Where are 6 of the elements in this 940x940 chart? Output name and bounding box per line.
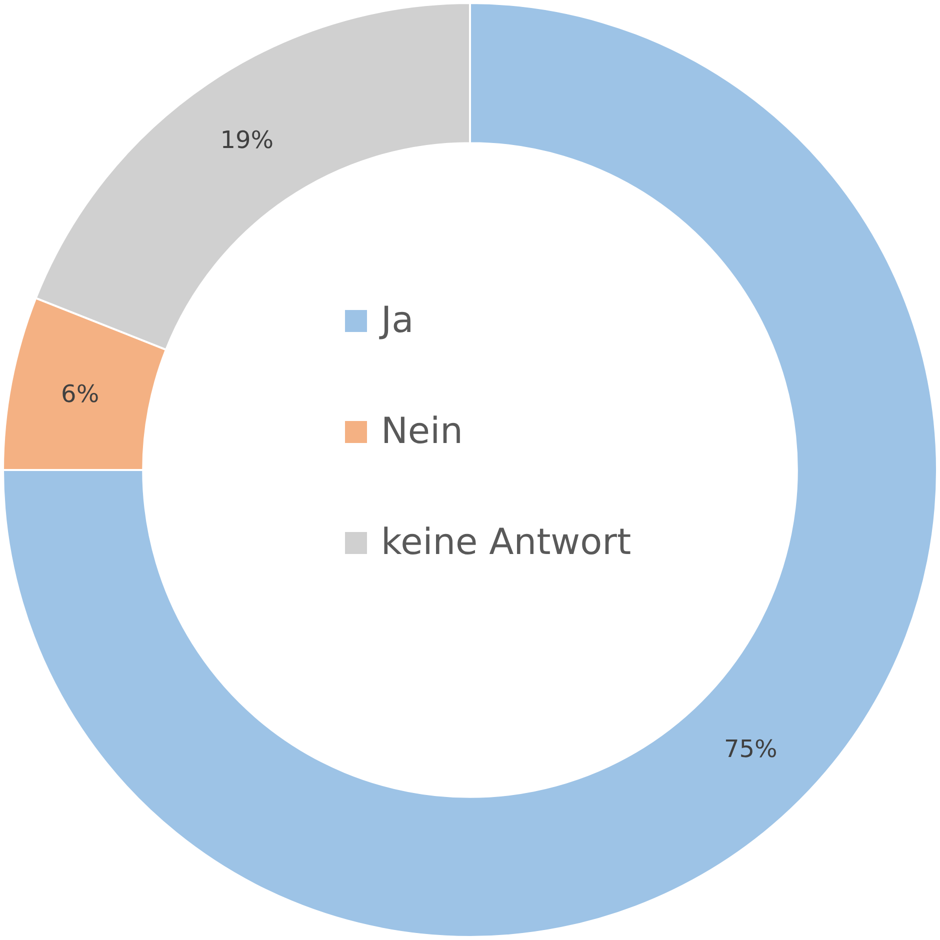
data-label: 19% [220, 126, 274, 154]
legend-label: Ja [381, 300, 414, 341]
data-label: 6% [61, 380, 100, 408]
legend-label: keine Antwort [381, 522, 632, 563]
legend-label: Nein [381, 411, 463, 452]
data-label: 75% [724, 734, 778, 763]
